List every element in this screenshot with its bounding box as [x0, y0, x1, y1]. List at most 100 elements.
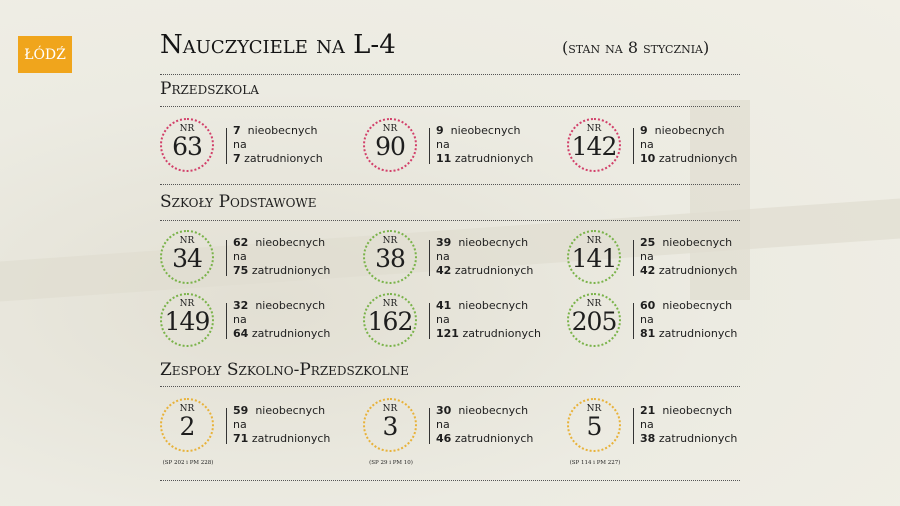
absence-stats: 62 nieobecnych na 75 zatrudnionych [233, 236, 330, 278]
absent-label: nieobecnych [654, 124, 725, 137]
nr-label: NR [586, 124, 602, 134]
section-title-przedszkola: Przedszkola [160, 79, 259, 99]
employed-label: zatrudnionych [454, 152, 534, 165]
school-item: NR 38 39 nieobecnych na 42 zatrudnionych [363, 230, 563, 286]
employed-label: zatrudnionych [251, 264, 331, 277]
absent-count: 9 [640, 124, 648, 137]
absence-stats: 60 nieobecnych na 81 zatrudnionych [640, 299, 737, 341]
absence-stats: 9 nieobecnych na 11 zatrudnionych [436, 124, 533, 166]
employed-label: zatrudnionych [244, 152, 323, 165]
separator [226, 303, 227, 339]
school-number: 34 [172, 244, 203, 273]
separator [633, 240, 634, 276]
nr-label: NR [382, 236, 398, 246]
absent-count: 39 [436, 236, 452, 249]
nr-label: NR [179, 236, 195, 246]
on-label: na [436, 313, 450, 326]
school-number: 3 [382, 412, 399, 441]
employed-label: zatrudnionych [658, 152, 738, 165]
absent-label: nieobecnych [255, 236, 326, 249]
employed-count: 71 [233, 432, 249, 445]
employed-label: zatrudnionych [658, 432, 738, 445]
page-title: Nauczyciele na L-4 [160, 30, 396, 60]
school-number-badge: NR 205 [567, 293, 621, 347]
on-label: na [640, 313, 654, 326]
absent-count: 41 [436, 299, 452, 312]
separator [429, 128, 430, 164]
employed-label: zatrudnionych [658, 264, 738, 277]
nr-label: NR [382, 124, 398, 134]
employed-count: 64 [233, 327, 249, 340]
school-item: NR 141 25 nieobecnych na 42 zatrudnionyc… [567, 230, 767, 286]
school-number-badge: NR 63 [160, 118, 214, 172]
school-number-badge: NR 141 [567, 230, 621, 284]
separator [633, 128, 634, 164]
nr-label: NR [586, 404, 602, 414]
absence-stats: 9 nieobecnych na 10 zatrudnionych [640, 124, 737, 166]
employed-count: 42 [436, 264, 452, 277]
divider [160, 184, 740, 185]
on-label: na [436, 138, 450, 151]
school-number-badge: NR 5 [567, 398, 621, 452]
school-number-badge: NR 38 [363, 230, 417, 284]
divider [160, 106, 740, 107]
divider [160, 386, 740, 387]
absent-count: 32 [233, 299, 249, 312]
school-item: NR 2 59 nieobecnych na 71 zatrudnionych … [160, 398, 360, 466]
absence-stats: 39 nieobecnych na 42 zatrudnionych [436, 236, 533, 278]
absence-stats: 21 nieobecnych na 38 zatrudnionych [640, 404, 737, 446]
school-number: 142 [571, 132, 618, 161]
absent-count: 62 [233, 236, 249, 249]
employed-count: 7 [233, 152, 241, 165]
school-item: NR 34 62 nieobecnych na 75 zatrudnionych [160, 230, 360, 286]
separator [633, 303, 634, 339]
school-item: NR 205 60 nieobecnych na 81 zatrudnionyc… [567, 293, 767, 349]
absent-label: nieobecnych [458, 236, 529, 249]
school-number-badge: NR 142 [567, 118, 621, 172]
nr-label: NR [586, 236, 602, 246]
page-subtitle: (stan na 8 stycznia) [562, 38, 710, 57]
absence-stats: 32 nieobecnych na 64 zatrudnionych [233, 299, 330, 341]
school-number: 149 [164, 307, 211, 336]
nr-label: NR [382, 299, 398, 309]
school-item: NR 142 9 nieobecnych na 10 zatrudnionych [567, 118, 767, 174]
on-label: na [640, 138, 654, 151]
school-item: NR 90 9 nieobecnych na 11 zatrudnionych [363, 118, 563, 174]
school-note: (SP 29 i PM 10) [369, 460, 413, 466]
employed-count: 75 [233, 264, 249, 277]
employed-label: zatrudnionych [658, 327, 738, 340]
employed-label: zatrudnionych [454, 264, 534, 277]
absent-count: 7 [233, 124, 241, 137]
absent-label: nieobecnych [662, 404, 733, 417]
on-label: na [640, 250, 654, 263]
school-item: NR 162 41 nieobecnych na 121 zatrudniony… [363, 293, 563, 349]
employed-count: 121 [436, 327, 459, 340]
logo-text: ŁÓDŹ [24, 46, 66, 63]
employed-label: zatrudnionych [251, 327, 331, 340]
absent-count: 30 [436, 404, 452, 417]
absent-count: 25 [640, 236, 656, 249]
school-item: NR 63 7 nieobecnych na 7 zatrudnionych [160, 118, 360, 174]
divider [160, 74, 740, 75]
school-number: 90 [375, 132, 406, 161]
employed-count: 11 [436, 152, 452, 165]
nr-label: NR [179, 124, 195, 134]
on-label: na [436, 250, 450, 263]
on-label: na [233, 250, 247, 263]
separator [226, 408, 227, 444]
on-label: na [233, 418, 247, 431]
on-label: na [436, 418, 450, 431]
employed-label: zatrudnionych [251, 432, 331, 445]
school-item: NR 5 21 nieobecnych na 38 zatrudnionych … [567, 398, 767, 466]
nr-label: NR [586, 299, 602, 309]
absent-count: 60 [640, 299, 656, 312]
absent-label: nieobecnych [255, 299, 326, 312]
employed-count: 46 [436, 432, 452, 445]
divider [160, 480, 740, 481]
separator [429, 408, 430, 444]
nr-label: NR [382, 404, 398, 414]
employed-count: 38 [640, 432, 656, 445]
school-number: 5 [586, 412, 603, 441]
absence-stats: 30 nieobecnych na 46 zatrudnionych [436, 404, 533, 446]
school-item: NR 3 30 nieobecnych na 46 zatrudnionych … [363, 398, 563, 466]
